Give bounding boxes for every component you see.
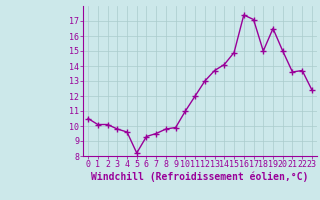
X-axis label: Windchill (Refroidissement éolien,°C): Windchill (Refroidissement éolien,°C) <box>91 172 309 182</box>
